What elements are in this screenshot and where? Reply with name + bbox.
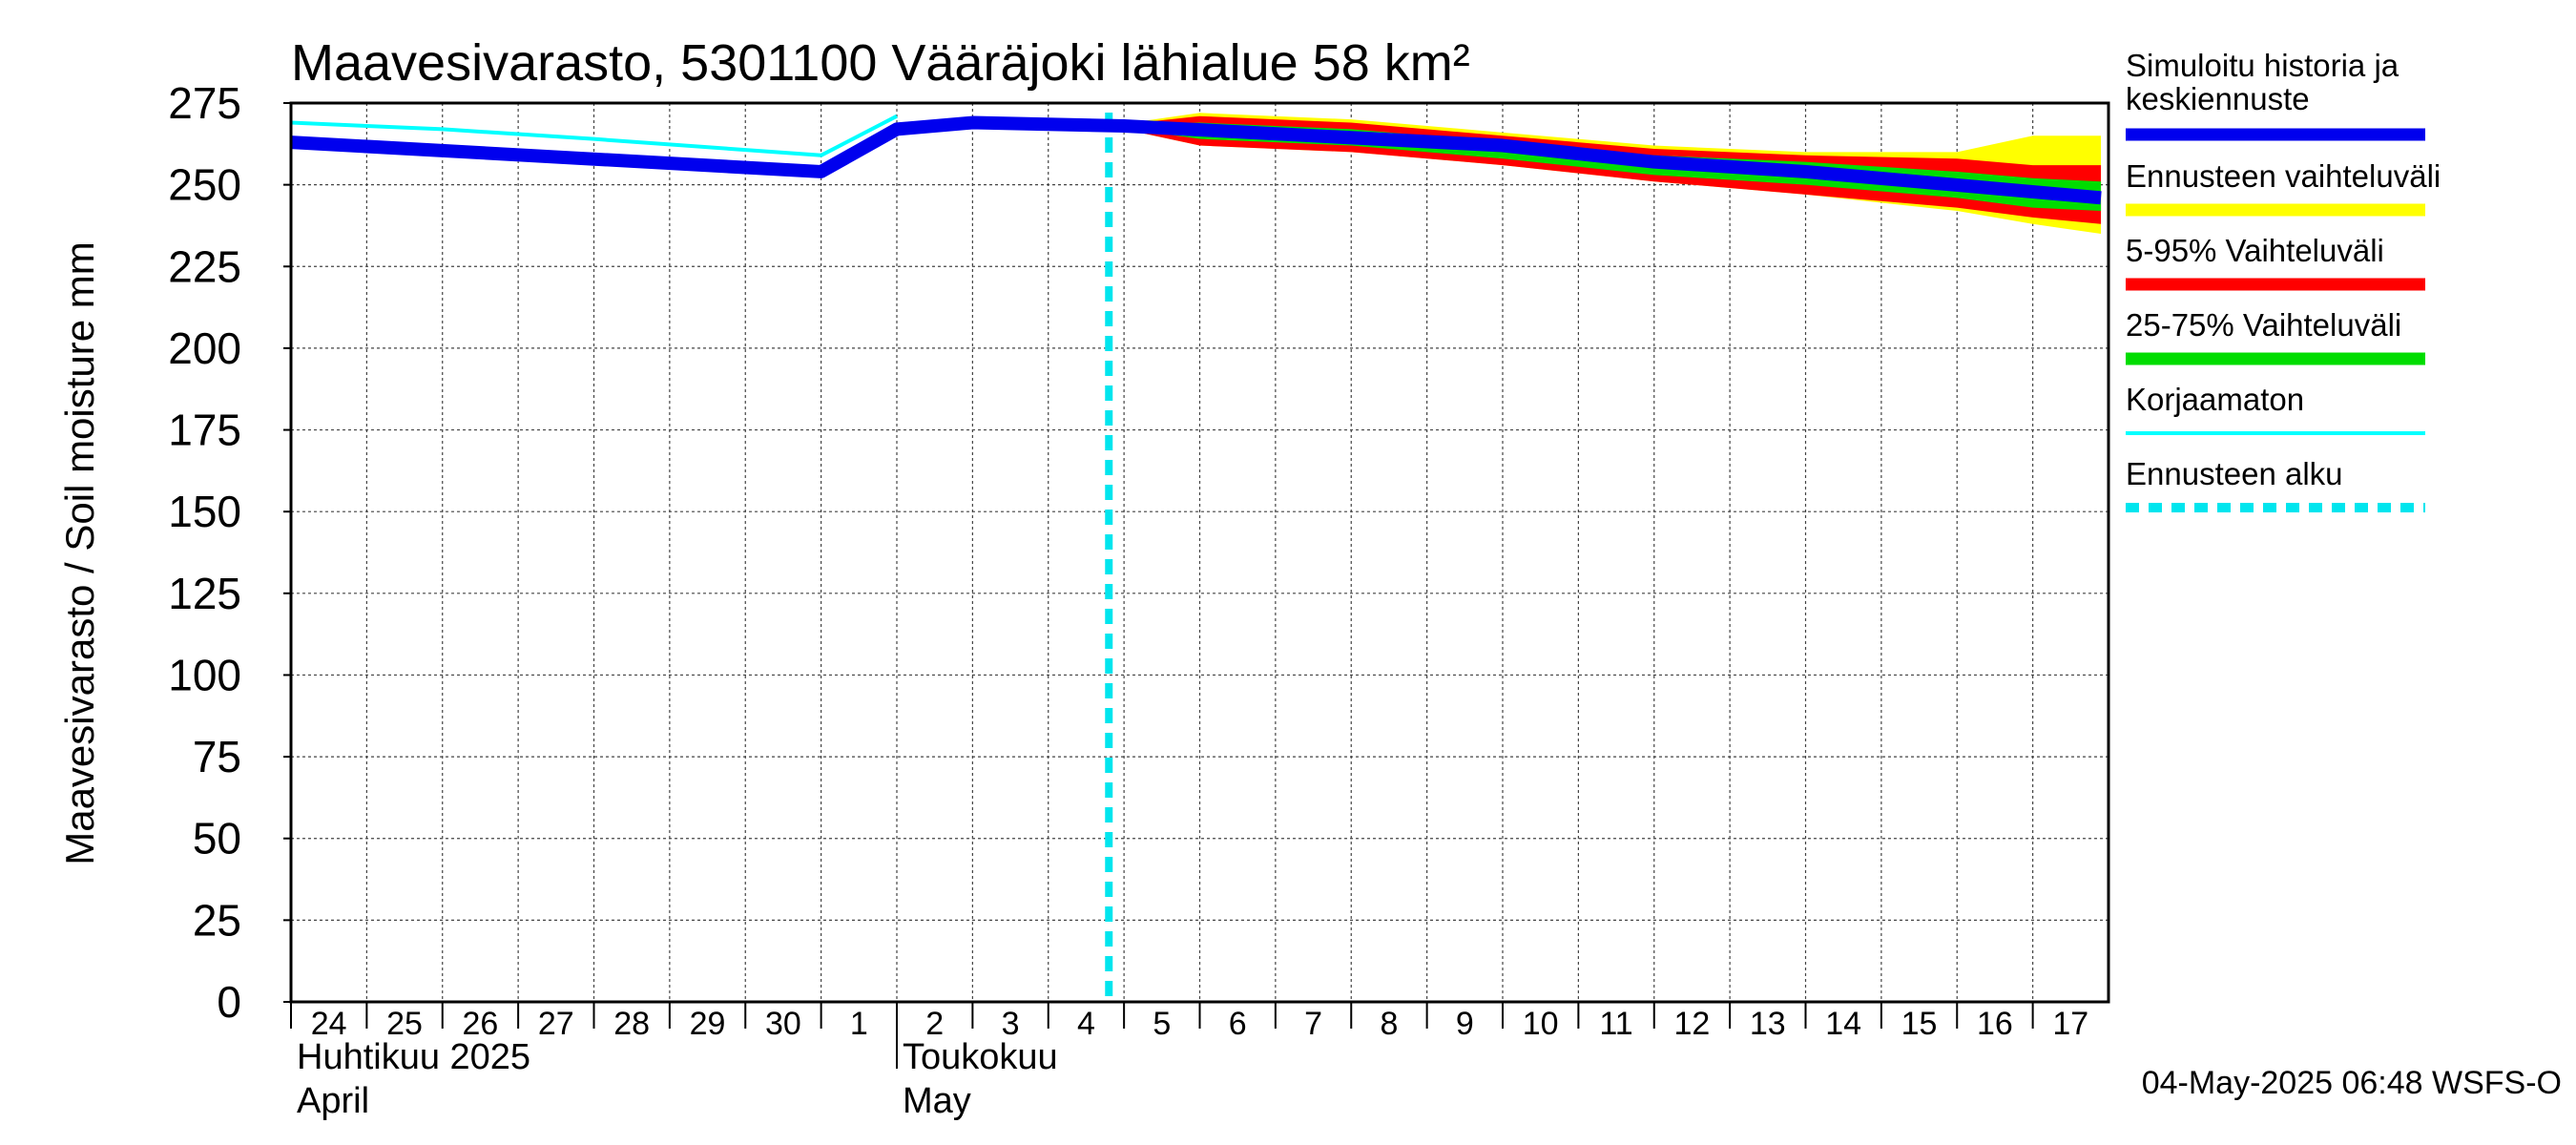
chart-title: Maavesivarasto, 5301100 Vääräjoki lähial…: [291, 34, 1470, 92]
y-tick-label: 225: [168, 241, 241, 291]
month-label-en: April: [297, 1081, 369, 1121]
series-korjaamaton: [290, 114, 898, 157]
x-tick-label: 15: [1901, 1006, 1938, 1042]
x-tick-label: 16: [1977, 1006, 2013, 1042]
x-tick-label: 17: [2052, 1006, 2088, 1042]
legend-label: Ennusteen alku: [2126, 456, 2343, 491]
y-tick-label: 200: [168, 323, 241, 373]
x-tick-label: 29: [690, 1006, 726, 1042]
x-tick-label: 28: [613, 1006, 650, 1042]
y-tick-label: 50: [193, 814, 241, 864]
y-tick-label: 250: [168, 160, 241, 210]
legend-label: 5-95% Vaihteluväli: [2126, 233, 2384, 268]
legend-label: Ennusteen vaihteluväli: [2126, 158, 2441, 194]
y-axis-label: Maavesivarasto / Soil moisture mm: [57, 241, 102, 865]
x-tick-label: 2: [925, 1006, 944, 1042]
x-tick-label: 5: [1153, 1006, 1171, 1042]
x-tick-label: 30: [765, 1006, 801, 1042]
x-tick-label: 27: [538, 1006, 574, 1042]
y-tick-label: 100: [168, 650, 241, 699]
month-label: Huhtikuu 2025: [297, 1037, 530, 1077]
y-tick-label: 25: [193, 895, 241, 945]
x-tick-label: 26: [463, 1006, 499, 1042]
x-tick-label: 6: [1229, 1006, 1247, 1042]
series-simuloitu: [290, 115, 2102, 205]
y-tick-label: 75: [193, 732, 241, 781]
x-tick-label: 11: [1599, 1006, 1632, 1042]
x-tick-label: 12: [1674, 1006, 1711, 1042]
x-axis-ticks: 24 25 26 27 28 29 30 1 2 3 4 5 6 7 8 9 10 11 12 13 14 15 16 17: [290, 1002, 2088, 1042]
legend-label: Korjaamaton: [2126, 382, 2304, 417]
y-tick-label: 125: [168, 569, 241, 618]
series-lines: [290, 113, 2102, 1002]
y-tick-label: 0: [217, 977, 241, 1027]
x-tick-label: 13: [1750, 1006, 1786, 1042]
footer-timestamp: 04-May-2025 06:48 WSFS-O: [2142, 1065, 2562, 1101]
legend-label: keskiennuste: [2126, 81, 2310, 116]
x-tick-label: 4: [1077, 1006, 1095, 1042]
y-tick-label: 150: [168, 487, 241, 536]
x-tick-label: 25: [386, 1006, 423, 1042]
x-tick-label: 3: [1002, 1006, 1020, 1042]
legend-label: 25-75% Vaihteluväli: [2126, 307, 2401, 343]
y-axis-ticks: 0 25 50 75 100 125 150 175 200 225 250 275: [168, 78, 291, 1027]
month-label: Toukokuu: [903, 1037, 1058, 1077]
band-25-75: [1109, 122, 2102, 212]
grid: [291, 103, 2109, 1002]
x-tick-label: 14: [1825, 1006, 1861, 1042]
x-tick-label: 24: [311, 1006, 347, 1042]
month-label-en: May: [903, 1081, 971, 1121]
x-tick-label: 7: [1304, 1006, 1322, 1042]
y-tick-label: 175: [168, 406, 241, 455]
x-tick-label: 8: [1380, 1006, 1398, 1042]
y-tick-label: 275: [168, 78, 241, 128]
x-tick-label: 9: [1456, 1006, 1474, 1042]
x-tick-label: 10: [1523, 1006, 1559, 1042]
x-tick-label: 1: [850, 1006, 868, 1042]
legend-label: Simuloitu historia ja: [2126, 48, 2399, 83]
